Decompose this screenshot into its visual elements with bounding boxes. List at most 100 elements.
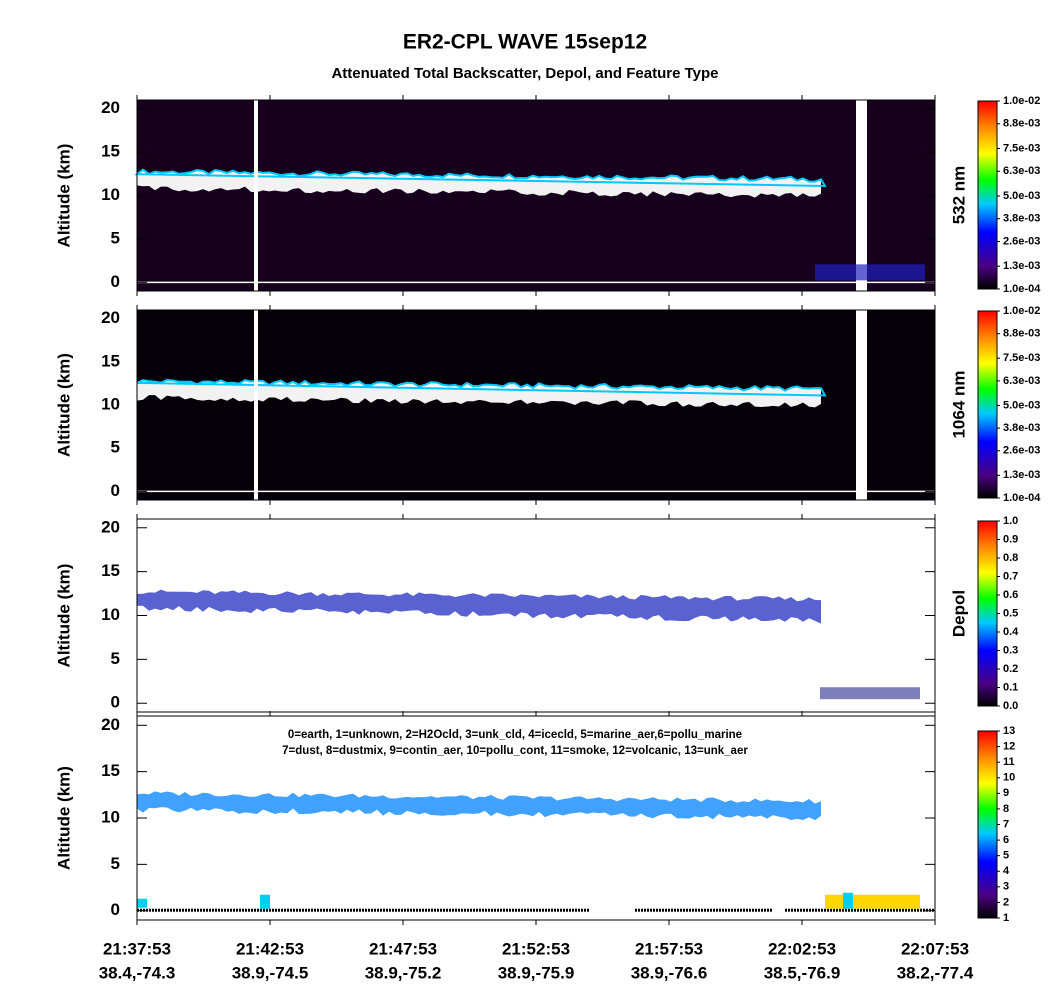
surface [563, 908, 565, 912]
panel: 0 5 10 15 20 Altitude (km) 1.0e-04 1.3e-03 2.6e-… [54, 95, 1041, 296]
surface [290, 908, 292, 912]
aerosol [815, 264, 925, 281]
surface [317, 908, 319, 912]
surface [800, 908, 802, 912]
surface [482, 908, 484, 912]
surface [914, 908, 916, 912]
surface [302, 908, 304, 912]
colorbar-tick-label: 8 [1003, 803, 1009, 815]
surface [818, 908, 820, 912]
surface [746, 908, 748, 912]
surface [179, 908, 181, 912]
cloud-edge [134, 168, 827, 187]
surface [350, 908, 352, 912]
y-tick-label: 10 [101, 394, 120, 413]
surface [344, 908, 346, 912]
surface [893, 908, 895, 912]
surface [548, 908, 550, 912]
colorbar-tick-label: 0.9 [1003, 533, 1018, 545]
surface [323, 908, 325, 912]
surface [677, 908, 679, 912]
y-tick-label: 5 [111, 854, 120, 873]
surface [659, 908, 661, 912]
colorbar-tick-label: 5 [1003, 850, 1009, 862]
colorbar-tick-label: 8.8e-03 [1003, 328, 1040, 340]
surface [809, 908, 811, 912]
surface [389, 908, 391, 912]
surface [341, 908, 343, 912]
colorbar-tick-label: 1.0e-04 [1003, 492, 1041, 504]
surface [635, 908, 637, 912]
colorbar-tick-label: 5.0e-03 [1003, 190, 1040, 202]
data-gap [254, 310, 258, 500]
colorbar-tick-label: 1.3e-03 [1003, 469, 1040, 481]
surface [443, 908, 445, 912]
surface [848, 908, 850, 912]
surface [296, 908, 298, 912]
surface [416, 908, 418, 912]
surface [440, 908, 442, 912]
surface [788, 908, 790, 912]
x-tick-label: 38.9,-75.2 [365, 963, 442, 982]
y-tick-label: 0 [111, 693, 120, 712]
y-tick-label: 5 [111, 649, 120, 668]
surface [209, 908, 211, 912]
surface [689, 908, 691, 912]
surface [335, 908, 337, 912]
surface [182, 908, 184, 912]
colorbar-tick-label: 6 [1003, 834, 1009, 846]
surface [329, 908, 331, 912]
colorbar-tick-label: 3.8e-03 [1003, 422, 1040, 434]
colorbar-tick-label: 1.3e-03 [1003, 260, 1040, 272]
surface [647, 908, 649, 912]
colorbar-tick-label: 0.2 [1003, 663, 1018, 675]
surface [554, 908, 556, 912]
surface [215, 908, 217, 912]
surface [575, 908, 577, 912]
colorbar-tick-label: 7.5e-03 [1003, 142, 1040, 154]
surface [212, 908, 214, 912]
surface [650, 908, 652, 912]
surface [656, 908, 658, 912]
x-tick-label: 38.9,-74.5 [232, 963, 309, 982]
surface [314, 908, 316, 912]
colorbar-tick-label: 9 [1003, 787, 1009, 799]
colorbar-tick-label: 2.6e-03 [1003, 235, 1040, 247]
surface [761, 908, 763, 912]
surface [866, 908, 868, 912]
surface [710, 908, 712, 912]
surface [833, 908, 835, 912]
surface [269, 908, 271, 912]
y-tick-label: 5 [111, 438, 120, 457]
surface [287, 908, 289, 912]
surface [854, 908, 856, 912]
y-axis-label: Altitude (km) [54, 353, 73, 457]
surface [158, 908, 160, 912]
surface [731, 908, 733, 912]
surface [542, 908, 544, 912]
surface [509, 908, 511, 912]
colorbar-tick-label: 6.3e-03 [1003, 165, 1040, 177]
surface [260, 908, 262, 912]
surface [752, 908, 754, 912]
surface [569, 908, 571, 912]
surface [230, 908, 232, 912]
surface [869, 908, 871, 912]
surface [836, 908, 838, 912]
surface [422, 908, 424, 912]
x-tick-label: 38.2,-77.4 [897, 963, 974, 982]
surface [530, 908, 532, 912]
x-tick-label: 38.9,-76.6 [631, 963, 708, 982]
surface [419, 908, 421, 912]
surface [491, 908, 493, 912]
surface [185, 908, 187, 912]
surface [815, 908, 817, 912]
surface [455, 908, 457, 912]
surface [638, 908, 640, 912]
surface [257, 908, 259, 912]
surface [308, 908, 310, 912]
surface [860, 908, 862, 912]
surface [743, 908, 745, 912]
surface [581, 908, 583, 912]
surface [236, 908, 238, 912]
